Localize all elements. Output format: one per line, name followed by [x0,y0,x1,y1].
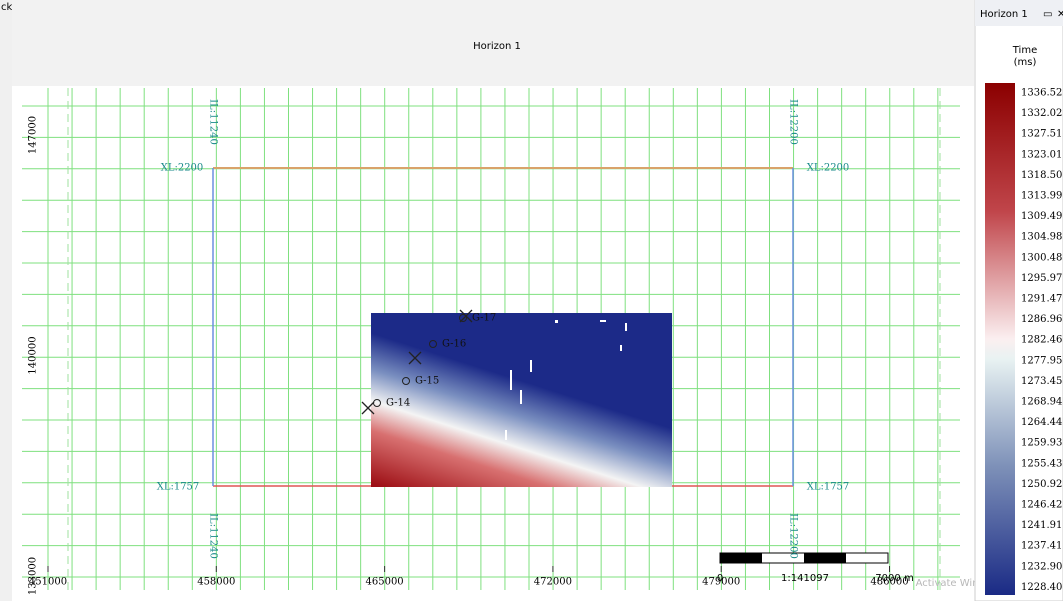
legend-label-unit: (ms) [1014,57,1037,68]
well-label: G-14 [386,398,410,409]
il-label: IL:12200 [788,513,799,559]
legend-label: 1291.47 [1021,294,1062,305]
well-label: G-17 [472,313,496,324]
grid [22,88,960,590]
well-cross [459,309,473,323]
legend-labels: 1336.52 1332.02 1327.51 1323.01 1318.50 1313.… [1021,88,1062,593]
legend-label: 1246.42 [1021,500,1062,511]
y-tick-label: 133000 [28,557,39,595]
xl-label: XL:2200 [161,163,204,174]
x-tick-label: 479000 [702,577,740,588]
il-label: IL:12200 [788,99,799,145]
legend-tab-bar [975,0,1063,26]
y-tick-label: 147000 [28,116,39,154]
legend-label: 1232.90 [1021,561,1062,572]
legend-label: 1318.50 [1021,170,1062,181]
scale-unit: m [904,573,914,584]
legend-label: 1237.41 [1021,541,1062,552]
surface-specks [505,320,627,440]
legend-label: 1336.52 [1021,88,1062,99]
il-label: IL:11240 [208,99,219,145]
scale-start: 0 [717,573,723,584]
well-label: G-15 [415,376,439,387]
x-tick-label: 472000 [534,577,572,588]
legend-label: Time [1012,45,1037,56]
well-cross [408,351,422,365]
legend-label: 1286.96 [1021,314,1062,325]
edge-text: ck [1,2,12,13]
x-tick-label: 451000 [29,577,67,588]
x-tick-label: 465000 [366,577,404,588]
legend-label: 1264.44 [1021,417,1062,428]
colorbar [985,83,1015,595]
well-label: G-16 [442,339,466,350]
float-button[interactable]: ▭ [1043,9,1052,20]
legend-label: 1250.92 [1021,479,1062,490]
well-symbol [402,377,410,385]
sidebar [0,0,12,601]
legend-label: 1323.01 [1021,149,1062,160]
legend-label: 1304.98 [1021,232,1062,243]
xl-label: XL:1757 [807,482,850,493]
well-symbol [429,340,437,348]
legend-label: 1228.40 [1021,582,1062,593]
y-tick-label: 140000 [28,336,39,374]
legend-label: 1309.49 [1021,211,1062,222]
watermark: Activate Windows [916,578,1005,589]
x-tick-label: 458000 [197,577,235,588]
scale-ratio: 1:141097 [781,573,829,584]
legend-label: 1313.99 [1021,191,1062,202]
well-symbol [459,314,467,322]
legend-label: 1273.45 [1021,376,1062,387]
view-title: Horizon 1 [473,41,521,52]
legend-label: 1277.95 [1021,355,1062,366]
title-bar [12,0,974,86]
x-tick-label: 486000 [870,577,908,588]
legend-label: 1282.46 [1021,335,1062,346]
scale-end: 7000 [875,573,900,584]
wells: G-17 G-16 G-15 G-14 [361,309,496,415]
axes: 451000 458000 465000 472000 479000 486000 1470… [28,116,909,595]
legend-label: 1241.91 [1021,520,1062,531]
legend-label: 1268.94 [1021,397,1062,408]
legend-label: 1300.48 [1021,252,1062,263]
legend-label: 1295.97 [1021,273,1062,284]
legend-label: 1327.51 [1021,129,1062,140]
legend-label: 1255.43 [1021,458,1062,469]
scale-bar [719,552,889,564]
legend-label: 1332.02 [1021,108,1062,119]
xl-label: XL:2200 [807,163,850,174]
close-button[interactable]: ✕ [1057,9,1063,20]
horizon-top-band [371,313,672,321]
legend-tab[interactable]: Horizon 1 [980,9,1028,20]
xl-label: XL:1757 [157,482,200,493]
il-label: IL:11240 [208,513,219,559]
well-cross [361,401,375,415]
legend-label: 1259.93 [1021,438,1062,449]
